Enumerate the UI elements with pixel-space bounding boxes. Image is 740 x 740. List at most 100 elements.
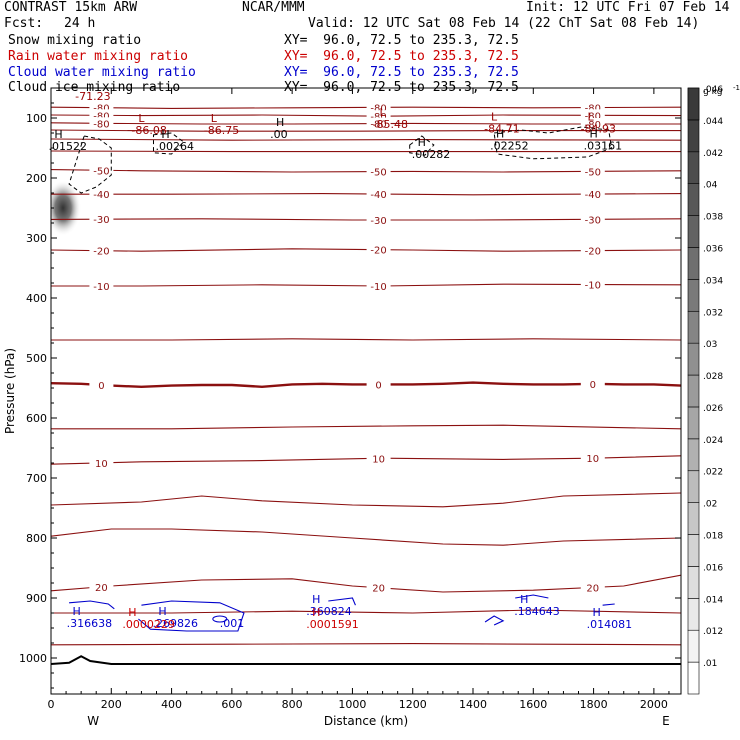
temperature-contour-16 <box>51 528 681 546</box>
field-xy-rain: XY= 96.0, 72.5 to 235.3, 72.5 <box>284 49 519 64</box>
contour-label-bg <box>580 118 605 129</box>
contour-label-0-0: -80 <box>93 104 109 115</box>
colorbar-tick-label-13: .036 <box>703 244 723 254</box>
contour-label-7-0: -40 <box>93 190 109 201</box>
cloud-ice-contour-0 <box>68 135 112 194</box>
extremum-value-15: .014081 <box>587 618 633 631</box>
x-tick-label-0: 0 <box>48 698 55 711</box>
y-tick-label-1: 200 <box>26 172 47 185</box>
y-tick-label-6: 700 <box>26 472 47 485</box>
extremum-marker-2: L <box>380 106 387 119</box>
colorbar-cell-3 <box>687 566 700 599</box>
contour-label-1-0: -80 <box>93 111 109 122</box>
colorbar-tick-label-9: .028 <box>703 372 723 382</box>
contour-label-12-2: 0 <box>590 380 596 391</box>
contour-label-bg <box>580 109 605 121</box>
contour-label-bg <box>366 452 391 464</box>
extremum-value-17: .0001591 <box>306 618 359 631</box>
colorbar-tick-label-1: .012 <box>703 627 723 637</box>
contour-label-14-2: 10 <box>586 454 599 465</box>
contour-label-bg <box>89 379 114 391</box>
extremum-marker-8: H <box>418 136 426 149</box>
extremum-value-4: -84.93 <box>581 123 616 136</box>
colorbar-cell-2 <box>687 598 700 631</box>
temperature-contour-18 <box>51 609 681 614</box>
contour-label-17-0: 20 <box>95 583 108 594</box>
temperature-contour-19 <box>51 643 681 646</box>
extremum-marker-13: H <box>312 593 320 606</box>
extremum-value-11: .316638 <box>67 617 113 630</box>
contour-label-6-1: -50 <box>370 168 386 179</box>
colorbar-tick-label-8: .026 <box>703 404 723 414</box>
extremum-value-5: .01522 <box>49 140 88 153</box>
extra-label-1: .001 <box>220 617 245 630</box>
contour-label-6-2: -50 <box>585 167 601 178</box>
field-name-rain: Rain water mixing ratio <box>8 49 189 64</box>
colorbar-cell-5 <box>687 502 700 535</box>
temperature-contour-6 <box>51 169 681 173</box>
extremum-value-0: -86.08 <box>131 124 166 137</box>
contour-label-bg <box>366 165 391 177</box>
contour-label-bg <box>366 117 391 129</box>
y-tick-label-3: 400 <box>26 292 47 305</box>
contour-label-8-1: -30 <box>370 216 386 227</box>
colorbar-cell-17 <box>687 119 700 153</box>
contour-label-bg <box>366 279 391 291</box>
extremum-marker-15: H <box>592 606 600 619</box>
contour-label-bg <box>580 581 605 593</box>
extremum-marker-9: H <box>496 127 504 140</box>
colorbar-tick-label-5: .02 <box>703 500 717 510</box>
contour-label-6-0: -50 <box>93 166 109 177</box>
colorbar-tick-label-15: .04 <box>703 181 718 191</box>
x-axis-title: Distance (km) <box>324 714 408 728</box>
x-tick-label-9: 1800 <box>580 698 608 711</box>
extremum-marker-1: L <box>211 112 218 125</box>
contour-label-9-1: -20 <box>370 246 386 257</box>
colorbar-cell-14 <box>687 215 700 248</box>
cloud-water-contour-1 <box>138 600 245 632</box>
y-tick-label-9: 1000 <box>19 652 47 665</box>
ground-surface-line <box>51 655 681 665</box>
extremum-marker-0: L <box>138 112 145 125</box>
x-tick-label-6: 1200 <box>399 698 427 711</box>
contour-label-10-2: -10 <box>585 281 601 292</box>
x-tick-label-4: 800 <box>282 698 303 711</box>
colorbar-tick-label-10: .03 <box>703 340 717 350</box>
colorbar-cell-11 <box>687 310 700 344</box>
temperature-contour-10 <box>51 283 681 287</box>
contour-label-bg <box>89 580 114 592</box>
cloud-water-contour-small <box>212 615 228 623</box>
y-tick-label-5: 600 <box>26 412 47 425</box>
colorbar-cell-16 <box>687 151 700 184</box>
colorbar-cell-4 <box>687 534 700 567</box>
cloud-ice-contour-2 <box>409 135 435 156</box>
extremum-value-10: .03161 <box>584 139 623 152</box>
plot-frame <box>50 87 682 695</box>
temperature-contour-1 <box>51 114 681 117</box>
contour-label-bg <box>366 378 391 390</box>
chart-header: CONTRAST 15km ARW NCAR/MMM Init: 12 UTC … <box>0 0 740 96</box>
colorbar-tick-label-3: .016 <box>703 563 723 573</box>
colorbar-tick-label-11: .032 <box>703 308 723 318</box>
extremum-value-7: .00 <box>270 128 288 141</box>
cloud-water-contour-2 <box>328 597 356 606</box>
extremum-value-1: -86.75 <box>204 124 239 137</box>
temperature-contour-5 <box>51 150 681 153</box>
contour-label-bg <box>580 188 605 200</box>
contour-label-14-0: 10 <box>95 459 108 470</box>
temperature-contour-13 <box>51 424 681 430</box>
contour-label-1-2: -80 <box>585 111 601 122</box>
org-label: NCAR/MMM <box>242 0 305 15</box>
field-xy-snow: XY= 96.0, 72.5 to 235.3, 72.5 <box>284 33 519 48</box>
cloud-water-contour-3 <box>484 615 505 626</box>
x-axis-west-label: W <box>87 714 99 728</box>
contour-label-8-2: -30 <box>585 215 601 226</box>
colorbar-cell-0 <box>687 661 700 695</box>
x-tick-label-7: 1400 <box>459 698 487 711</box>
y-tick-label-4: 500 <box>26 352 47 365</box>
colorbar-cell-top <box>687 87 700 121</box>
contour-label-bg <box>580 213 605 225</box>
contour-label-17-2: 20 <box>586 583 599 594</box>
forecast-value: 24 h <box>64 16 96 31</box>
